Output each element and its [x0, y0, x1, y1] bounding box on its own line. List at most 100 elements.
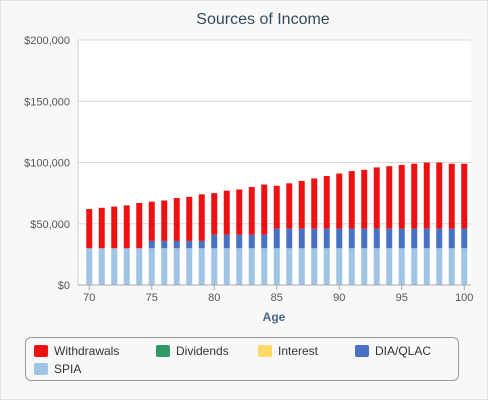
bar-withdrawals[interactable] — [173, 198, 180, 241]
x-tick-label: 85 — [271, 292, 283, 304]
bar-dia-qlac[interactable] — [198, 240, 205, 249]
bar-withdrawals[interactable] — [398, 164, 405, 229]
bar-withdrawals[interactable] — [286, 183, 293, 229]
bar-dia-qlac[interactable] — [236, 234, 243, 249]
bar-withdrawals[interactable] — [323, 175, 330, 229]
bar-spia[interactable] — [323, 248, 330, 285]
bar-dia-qlac[interactable] — [161, 240, 168, 249]
bar-dia-qlac[interactable] — [461, 228, 468, 249]
legend-label: Interest — [278, 344, 319, 358]
bar-withdrawals[interactable] — [436, 162, 443, 229]
bar-withdrawals[interactable] — [461, 163, 468, 229]
bar-withdrawals[interactable] — [248, 187, 255, 235]
bar-withdrawals[interactable] — [136, 202, 143, 249]
bar-withdrawals[interactable] — [86, 209, 93, 249]
grid-lines — [78, 39, 471, 225]
bar-spia[interactable] — [398, 248, 405, 285]
bar-spia[interactable] — [148, 248, 155, 285]
bar-dia-qlac[interactable] — [348, 228, 355, 249]
bar-spia[interactable] — [261, 248, 268, 285]
bar-dia-qlac[interactable] — [173, 240, 180, 249]
bar-spia[interactable] — [123, 248, 130, 285]
bar-dia-qlac[interactable] — [298, 228, 305, 249]
bar-spia[interactable] — [136, 248, 143, 285]
bar-spia[interactable] — [461, 248, 468, 285]
bar-spia[interactable] — [448, 248, 455, 285]
bar-dia-qlac[interactable] — [448, 228, 455, 249]
bar-dia-qlac[interactable] — [398, 228, 405, 249]
bar-spia[interactable] — [311, 248, 318, 285]
bar-dia-qlac[interactable] — [361, 228, 368, 249]
bar-spia[interactable] — [423, 248, 430, 285]
bar-dia-qlac[interactable] — [148, 240, 155, 249]
bar-spia[interactable] — [111, 248, 118, 285]
bar-spia[interactable] — [211, 248, 218, 285]
bar-dia-qlac[interactable] — [186, 240, 193, 249]
bar-withdrawals[interactable] — [148, 201, 155, 241]
bar-spia[interactable] — [436, 248, 443, 285]
bar-spia[interactable] — [273, 248, 280, 285]
bar-spia[interactable] — [386, 248, 393, 285]
bar-dia-qlac[interactable] — [411, 228, 418, 249]
bar-withdrawals[interactable] — [98, 207, 105, 249]
bar-dia-qlac[interactable] — [373, 228, 380, 249]
bar-dia-qlac[interactable] — [261, 234, 268, 249]
x-tick-label: 95 — [396, 292, 408, 304]
bar-withdrawals[interactable] — [311, 178, 318, 229]
bar-dia-qlac[interactable] — [323, 228, 330, 249]
bar-withdrawals[interactable] — [448, 163, 455, 229]
bar-withdrawals[interactable] — [111, 206, 118, 249]
bar-dia-qlac[interactable] — [273, 228, 280, 249]
bar-spia[interactable] — [223, 248, 230, 285]
bar-spia[interactable] — [361, 248, 368, 285]
bar-withdrawals[interactable] — [361, 169, 368, 229]
bar-spia[interactable] — [298, 248, 305, 285]
bar-spia[interactable] — [348, 248, 355, 285]
chart-title: Sources of Income — [196, 11, 330, 28]
bar-withdrawals[interactable] — [411, 163, 418, 229]
legend-item-interest[interactable]: Interest — [258, 344, 318, 358]
bar-spia[interactable] — [248, 248, 255, 285]
bar-spia[interactable] — [86, 248, 93, 285]
bar-spia[interactable] — [411, 248, 418, 285]
bar-withdrawals[interactable] — [236, 189, 243, 235]
bar-dia-qlac[interactable] — [436, 228, 443, 249]
bar-spia[interactable] — [161, 248, 168, 285]
legend-item-dividends[interactable]: Dividends — [156, 344, 229, 358]
bar-spia[interactable] — [336, 248, 343, 285]
bar-dia-qlac[interactable] — [336, 228, 343, 249]
bar-spia[interactable] — [236, 248, 243, 285]
bar-withdrawals[interactable] — [373, 167, 380, 229]
bar-dia-qlac[interactable] — [311, 228, 318, 249]
bar-spia[interactable] — [186, 248, 193, 285]
bar-dia-qlac[interactable] — [386, 228, 393, 249]
legend-item-withdrawals[interactable]: Withdrawals — [34, 344, 119, 358]
bar-withdrawals[interactable] — [123, 205, 130, 249]
bar-dia-qlac[interactable] — [286, 228, 293, 249]
legend-item-dia-qlac[interactable]: DIA/QLAC — [355, 344, 431, 358]
bar-dia-qlac[interactable] — [423, 228, 430, 249]
bar-spia[interactable] — [373, 248, 380, 285]
bar-spia[interactable] — [173, 248, 180, 285]
bar-dia-qlac[interactable] — [248, 234, 255, 249]
bar-withdrawals[interactable] — [261, 184, 268, 235]
bar-spia[interactable] — [286, 248, 293, 285]
legend-item-spia[interactable]: SPIA — [34, 362, 81, 376]
bar-spia[interactable] — [198, 248, 205, 285]
bar-withdrawals[interactable] — [223, 190, 230, 235]
bar-withdrawals[interactable] — [336, 173, 343, 229]
bar-dia-qlac[interactable] — [211, 234, 218, 249]
bar-dia-qlac[interactable] — [223, 234, 230, 249]
bar-spia[interactable] — [98, 248, 105, 285]
bar-withdrawals[interactable] — [273, 185, 280, 229]
bar-withdrawals[interactable] — [386, 166, 393, 229]
bar-withdrawals[interactable] — [423, 162, 430, 229]
bar-withdrawals[interactable] — [186, 196, 193, 241]
bar-withdrawals[interactable] — [298, 180, 305, 229]
bar-series — [86, 162, 468, 285]
bar-withdrawals[interactable] — [161, 200, 168, 241]
bar-withdrawals[interactable] — [198, 194, 205, 241]
bar-withdrawals[interactable] — [348, 171, 355, 229]
bar-withdrawals[interactable] — [211, 193, 218, 235]
x-axis-ticks: 70 75 80 85 90 95 100 — [83, 285, 473, 304]
